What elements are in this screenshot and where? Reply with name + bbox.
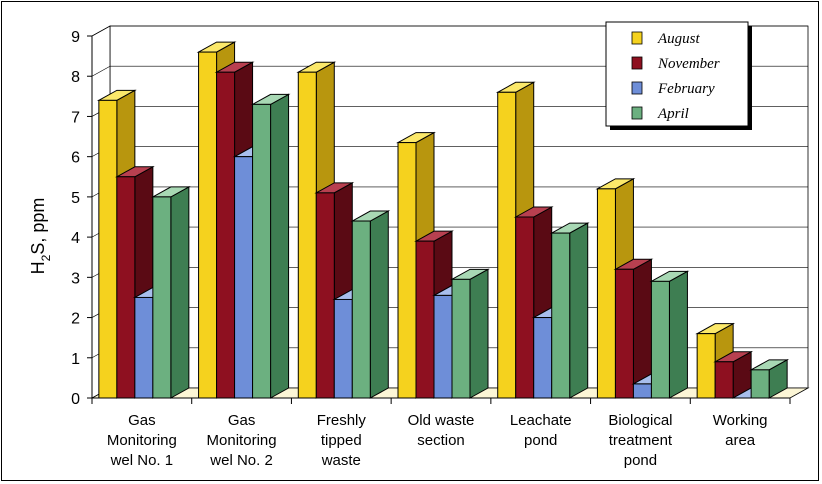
bars [96, 41, 790, 399]
bar-side [668, 270, 688, 399]
bar [315, 192, 335, 399]
gridline-depth [91, 65, 111, 77]
bar [297, 71, 317, 399]
legend: August November February April [605, 21, 752, 130]
y-tick-label: 1 [71, 351, 80, 368]
y-tick-label: 3 [71, 270, 80, 287]
bar [98, 99, 118, 399]
bar [451, 278, 471, 399]
bar [152, 196, 172, 399]
bar [533, 317, 553, 399]
x-tick-label-line: Old waste [408, 412, 475, 429]
legend-swatch [631, 56, 643, 70]
y-axis-label-main: H [28, 261, 48, 274]
bar [116, 176, 136, 399]
x-tick-label-line: section [417, 432, 465, 449]
x-tick-label-line: Gas [128, 412, 156, 429]
bar-side [569, 222, 589, 399]
x-tick-label-line: wel No. 2 [209, 452, 273, 469]
bar [397, 142, 417, 399]
x-axis: Gas Monitoring wel No. 1 Gas Monitoring wel N… [91, 397, 791, 469]
x-tick-label: Working area [713, 412, 768, 449]
bar [198, 51, 218, 399]
x-tick-label-line: Freshly [317, 412, 367, 429]
gridline-depth [91, 25, 111, 37]
bar [252, 103, 272, 399]
y-axis-label-rest: S, ppm [28, 198, 48, 255]
y-tick-label: 8 [71, 69, 80, 86]
x-tick-label: Gas Monitoring wel No. 2 [207, 412, 277, 469]
bar [497, 91, 517, 399]
x-tick-label-line: Working [713, 412, 768, 429]
legend-swatch [631, 31, 643, 45]
bar [433, 294, 453, 399]
x-tick-label: Leachate pond [510, 412, 572, 449]
legend-box [605, 21, 749, 127]
y-tick-label: 5 [71, 190, 80, 207]
y-axis: 0 1 2 3 4 5 6 7 8 9 [71, 29, 93, 408]
x-tick-label-line: wel No. 1 [110, 452, 174, 469]
y-tick-label: 4 [71, 230, 80, 247]
legend-label: August [657, 31, 701, 47]
x-tick-label-line: Monitoring [207, 432, 277, 449]
x-tick-label-line: treatment [609, 432, 673, 449]
bar [515, 216, 535, 399]
x-tick-label-line: Gas [228, 412, 256, 429]
bar-side [170, 186, 190, 399]
bar [714, 361, 734, 399]
bar-side [469, 268, 489, 399]
bar [596, 188, 616, 399]
legend-label: February [657, 81, 715, 97]
legend-swatch [631, 106, 643, 120]
bar [333, 298, 353, 399]
x-tick-label-line: tipped [321, 432, 362, 449]
bar [650, 280, 670, 399]
x-tick-label: Freshly tipped waste [317, 412, 367, 469]
y-tick-label: 7 [71, 109, 80, 126]
x-tick-label: Gas Monitoring wel No. 1 [107, 412, 177, 469]
bar [551, 232, 571, 399]
bar [351, 220, 371, 399]
bar [696, 333, 716, 399]
bar [134, 296, 154, 399]
x-tick-label: Old waste section [408, 412, 475, 449]
bar [234, 156, 254, 399]
x-tick-label-line: area [725, 432, 756, 449]
bar-side [369, 210, 389, 399]
y-axis-label: H2S, ppm [28, 198, 53, 275]
x-tick-label: Biological treatment pond [608, 412, 673, 469]
bar [632, 383, 652, 399]
x-tick-label-line: pond [524, 432, 557, 449]
x-tick-label-line: pond [624, 452, 657, 469]
bar [216, 71, 236, 399]
y-axis-label-sub: 2 [39, 254, 53, 261]
x-tick-label-line: Biological [608, 412, 672, 429]
legend-label: November [657, 56, 720, 72]
y-tick-label: 6 [71, 150, 80, 167]
legend-label: April [657, 106, 689, 122]
x-tick-label-line: Monitoring [107, 432, 177, 449]
bar [614, 268, 634, 399]
bar [415, 240, 435, 399]
bar [750, 369, 770, 399]
legend-swatch [631, 81, 643, 95]
bar-side [270, 93, 290, 399]
y-tick-label: 2 [71, 311, 80, 328]
x-tick-label-line: waste [321, 452, 361, 469]
y-tick-label: 0 [71, 391, 80, 408]
x-tick-label-line: Leachate [510, 412, 572, 429]
y-tick-label: 9 [71, 29, 80, 46]
